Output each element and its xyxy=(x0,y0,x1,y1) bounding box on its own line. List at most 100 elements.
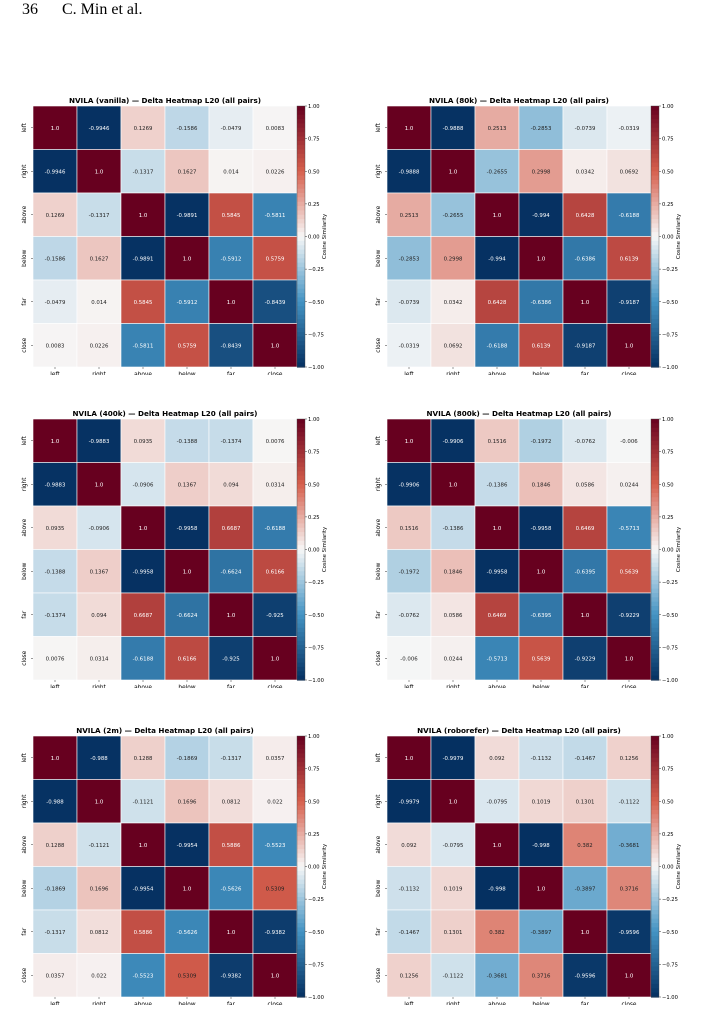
heatmap-cell-label: 0.1256 xyxy=(400,973,419,979)
heatmap-cell-label: 0.1516 xyxy=(400,526,419,532)
y-tick-label: above xyxy=(376,518,382,536)
heatmap-cell-label: -0.9958 xyxy=(531,526,552,532)
heatmap-cell xyxy=(386,279,432,324)
heatmap-cell xyxy=(164,822,210,867)
heatmap-cell xyxy=(606,323,652,368)
heatmap-cell-label: 1.0 xyxy=(139,843,148,849)
heatmap-cell-label: -0.9946 xyxy=(89,126,110,132)
heatmap-cell-label: 1.0 xyxy=(405,756,414,762)
heatmap-cell-label: 0.092 xyxy=(489,756,504,762)
heatmap-cell xyxy=(606,909,652,954)
heatmap-cell-label: 0.2998 xyxy=(444,256,463,262)
colorbar-tick-label: −0.25 xyxy=(308,897,324,903)
colorbar-tick-label: 0.75 xyxy=(662,450,674,456)
heatmap-cell-label: -0.1374 xyxy=(221,439,242,445)
heatmap-cell-label: -0.9187 xyxy=(575,343,596,349)
x-tick-label: above xyxy=(134,372,152,375)
heatmap-cell-label: 1.0 xyxy=(51,126,60,132)
colorbar-tick-label: 0.00 xyxy=(662,235,674,241)
heatmap-cell-label: -0.5523 xyxy=(133,973,154,979)
heatmap-cell xyxy=(120,105,166,150)
heatmap-cell-label: -0.1586 xyxy=(45,256,66,262)
heatmap-cell xyxy=(562,462,608,507)
x-tick-label: below xyxy=(178,1002,195,1005)
heatmap-cell xyxy=(474,549,520,594)
heatmap-cell-label: 0.5309 xyxy=(266,886,285,892)
y-tick-label: left xyxy=(376,435,382,445)
y-tick-label: below xyxy=(22,879,28,896)
heatmap-cell-label: -0.6188 xyxy=(619,213,640,219)
heatmap-cell xyxy=(208,953,254,998)
heatmap-cell-label: -0.9596 xyxy=(575,973,596,979)
heatmap-cell-label: -0.9596 xyxy=(619,930,640,936)
y-tick-label: close xyxy=(376,337,382,352)
heatmap-cell-label: 0.094 xyxy=(223,482,239,488)
heatmap-cell-label: -0.1317 xyxy=(89,213,110,219)
heatmap-cell-label: 0.382 xyxy=(577,843,592,849)
heatmap-cell-label: -0.1121 xyxy=(133,799,154,805)
heatmap-cell-label: -0.9187 xyxy=(619,300,640,306)
heatmap-cell xyxy=(32,236,78,281)
heatmap-cell xyxy=(164,105,210,150)
heatmap-cell-label: -0.998 xyxy=(532,843,550,849)
heatmap-cell xyxy=(164,866,210,911)
heatmap-cell-label: 0.1627 xyxy=(178,169,197,175)
heatmap-cell xyxy=(164,636,210,681)
running-head: 36 C. Min et al. xyxy=(22,1,142,19)
heatmap-cell xyxy=(76,505,122,550)
heatmap-cell-label: -0.5912 xyxy=(221,256,242,262)
colorbar-tick-label: 1.00 xyxy=(308,104,320,110)
heatmap-cell-label: 1.0 xyxy=(271,343,280,349)
heatmap-cell-label: -0.0906 xyxy=(89,526,110,532)
x-tick-label: close xyxy=(268,372,283,375)
heatmap-cell xyxy=(76,549,122,594)
heatmap-cell-label: 0.6139 xyxy=(620,256,639,262)
heatmap-cell xyxy=(164,592,210,637)
heatmap-cell-label: -0.6395 xyxy=(531,613,552,619)
heatmap-cell-label: 0.1256 xyxy=(620,756,639,762)
heatmap-cell xyxy=(562,822,608,867)
heatmap-cell xyxy=(386,953,432,998)
heatmap-cell-label: -0.5713 xyxy=(487,656,508,662)
heatmap-cell xyxy=(76,735,122,780)
y-tick-label: above xyxy=(22,835,28,853)
heatmap-cell-label: -0.6624 xyxy=(221,569,242,575)
heatmap-cell xyxy=(32,323,78,368)
heatmap-cell-label: 0.5886 xyxy=(134,930,153,936)
heatmap-cell xyxy=(606,279,652,324)
heatmap-title: NVILA (400k) — Delta Heatmap L20 (all pa… xyxy=(73,410,258,418)
y-tick-label: close xyxy=(22,967,28,982)
heatmap-cell-label: 0.5759 xyxy=(178,343,197,349)
heatmap-cell-label: -0.988 xyxy=(90,756,108,762)
heatmap-cell-label: 0.1696 xyxy=(90,886,109,892)
heatmap-cell xyxy=(606,735,652,780)
heatmap-cell-label: 1.0 xyxy=(449,799,458,805)
heatmap-cell-label: 1.0 xyxy=(227,930,236,936)
heatmap-cell-label: 1.0 xyxy=(625,973,634,979)
heatmap-cell-label: 1.0 xyxy=(449,482,458,488)
heatmap-cell-label: 0.1516 xyxy=(488,439,507,445)
colorbar-tick-label: −0.50 xyxy=(662,930,678,936)
heatmap-cell-label: 1.0 xyxy=(405,439,414,445)
colorbar-tick-label: 0.25 xyxy=(662,515,674,521)
heatmap-cell xyxy=(606,149,652,194)
y-tick-label: right xyxy=(22,164,28,178)
heatmap-cell xyxy=(562,735,608,780)
heatmap-cell xyxy=(474,735,520,780)
colorbar-label: Cosine Similarity xyxy=(322,526,328,572)
x-tick-label: far xyxy=(581,1002,590,1005)
x-tick-label: below xyxy=(178,685,195,688)
heatmap-cell-label: -0.1122 xyxy=(619,799,640,805)
heatmap-cell-label: 0.1846 xyxy=(444,569,463,575)
heatmap-cell xyxy=(252,592,298,637)
colorbar-tick-label: −0.50 xyxy=(662,300,678,306)
heatmap-cell-label: -0.5626 xyxy=(221,886,242,892)
heatmap-cell xyxy=(208,279,254,324)
heatmap-cell-label: -0.5811 xyxy=(133,343,154,349)
heatmap-cell-label: -0.1972 xyxy=(399,569,420,575)
x-tick-label: close xyxy=(622,1002,637,1005)
heatmap-cell-label: -0.1121 xyxy=(89,843,110,849)
heatmap-cell xyxy=(518,779,564,824)
heatmap-cell xyxy=(164,236,210,281)
heatmap-cell-label: -0.9891 xyxy=(177,213,198,219)
